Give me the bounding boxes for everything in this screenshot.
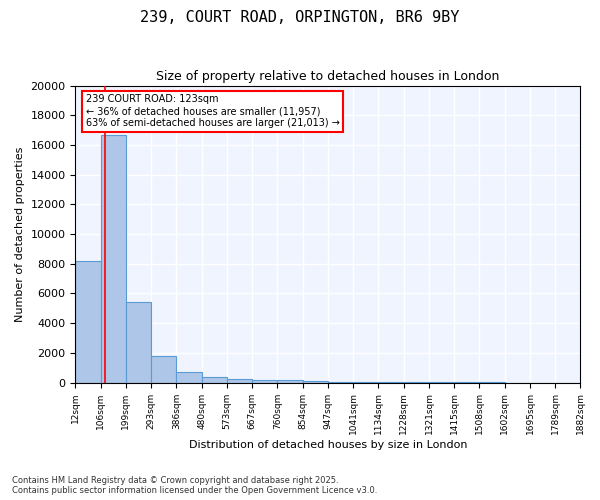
Title: Size of property relative to detached houses in London: Size of property relative to detached ho… (156, 70, 500, 83)
Bar (227, 379, 253, 382)
Bar (176, 372, 202, 382)
Text: Contains HM Land Registry data © Crown copyright and database right 2025.
Contai: Contains HM Land Registry data © Crown c… (12, 476, 377, 495)
Bar (202, 378, 227, 382)
Bar (126, 302, 151, 382)
Bar (151, 356, 176, 382)
Text: 239, COURT ROAD, ORPINGTON, BR6 9BY: 239, COURT ROAD, ORPINGTON, BR6 9BY (140, 10, 460, 25)
Bar (253, 380, 277, 382)
Text: 239 COURT ROAD: 123sqm
← 36% of detached houses are smaller (11,957)
63% of semi: 239 COURT ROAD: 123sqm ← 36% of detached… (86, 94, 340, 128)
Bar (76, 261, 101, 382)
X-axis label: Distribution of detached houses by size in London: Distribution of detached houses by size … (189, 440, 467, 450)
Bar (277, 380, 303, 382)
Bar (101, 134, 126, 382)
Y-axis label: Number of detached properties: Number of detached properties (15, 146, 25, 322)
